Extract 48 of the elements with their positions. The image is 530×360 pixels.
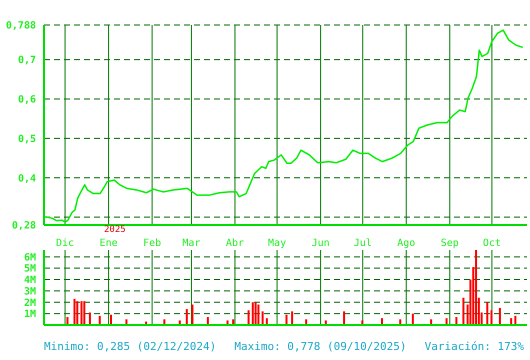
bar bbox=[83, 301, 86, 325]
y-tick-label: 0,6 bbox=[18, 94, 36, 106]
bar bbox=[252, 302, 254, 325]
y-tick-label: 3M bbox=[24, 286, 36, 298]
bar bbox=[76, 301, 78, 325]
x-tick-label: Ago bbox=[397, 238, 416, 250]
bar bbox=[486, 302, 488, 325]
bar bbox=[257, 304, 260, 325]
x-tick-label: Feb bbox=[143, 238, 162, 250]
y-tick-label: 0,788 bbox=[6, 20, 36, 32]
text: Maximo: 0,778 (09/10/2025) bbox=[234, 340, 407, 353]
bar bbox=[291, 311, 294, 325]
bar bbox=[254, 302, 257, 325]
x-tick-label: Oct bbox=[482, 238, 501, 250]
bar bbox=[80, 301, 83, 325]
bar bbox=[186, 309, 188, 325]
bar bbox=[475, 250, 478, 325]
y-tick-label: 0,28 bbox=[12, 220, 36, 232]
line-series bbox=[44, 29, 524, 223]
y-tick-label: 1M bbox=[24, 309, 36, 320]
x-tick-label: Jun bbox=[312, 238, 330, 250]
bar bbox=[191, 304, 194, 325]
y-tick-label: 6M bbox=[24, 252, 36, 264]
x-tick-label: Jul bbox=[354, 238, 372, 250]
y-tick-label: 5M bbox=[24, 264, 36, 275]
text: 2025 bbox=[104, 225, 126, 235]
text: Minimo: 0,285 (02/12/2024) bbox=[44, 340, 216, 353]
x-tick-label: Ene bbox=[100, 238, 118, 250]
bar bbox=[262, 311, 264, 325]
x-tick-label: Dic bbox=[56, 238, 74, 250]
bar bbox=[498, 308, 501, 325]
x-tick-label: Abr bbox=[226, 238, 244, 250]
x-tick-label: Mar bbox=[182, 238, 200, 250]
bar bbox=[248, 310, 250, 325]
x-tick-label: Sep bbox=[440, 238, 459, 250]
y-tick-label: 0,5 bbox=[18, 134, 36, 145]
y-tick-label: 0,7 bbox=[18, 55, 36, 66]
bar bbox=[462, 298, 464, 325]
x-tick-label: May bbox=[268, 238, 286, 250]
text: Variación: 173% bbox=[424, 340, 524, 353]
y-tick-label: 4M bbox=[24, 275, 36, 286]
bar bbox=[88, 312, 91, 325]
bar bbox=[490, 310, 492, 325]
bar bbox=[343, 311, 346, 325]
y-tick-label: 2M bbox=[24, 298, 36, 309]
y-tick-label: 0,4 bbox=[18, 173, 36, 184]
bar bbox=[73, 298, 76, 325]
bar bbox=[412, 314, 414, 325]
